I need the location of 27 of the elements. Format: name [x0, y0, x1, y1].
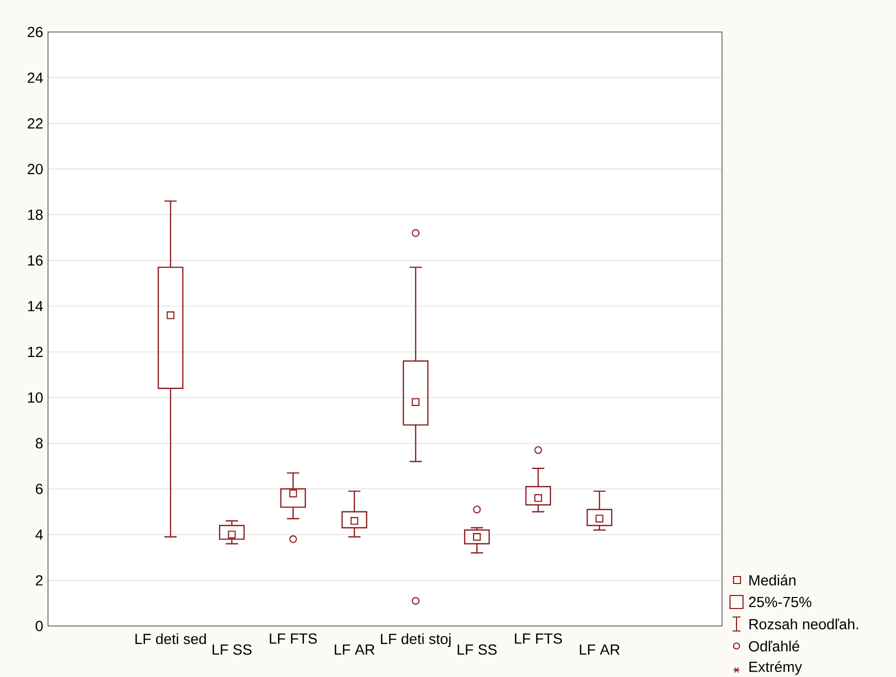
x-tick-label: LF AR — [580, 644, 620, 655]
y-tick-label: 6 — [36, 484, 43, 494]
x-tick-label: LF deti stoj — [380, 633, 451, 648]
y-tick-label: 4 — [35, 530, 43, 540]
text: Medián — [749, 574, 796, 586]
y-tick-label: 0 — [36, 620, 43, 632]
y-tick-label: 2 — [36, 575, 43, 586]
x-tick-label: LF SS — [212, 644, 252, 655]
y-tick-label: 22 — [28, 118, 43, 128]
x-tick-label: LF FTS — [270, 633, 317, 644]
x-tick-label: LF SS — [458, 644, 497, 655]
y-tick-label: 10 — [28, 392, 43, 403]
y-tick-label: 18 — [28, 210, 43, 220]
y-tick-label: 14 — [28, 301, 43, 312]
y-tick-label: 20 — [28, 164, 43, 174]
y-tick-label: 26 — [28, 26, 43, 38]
text: Odľahlé — [748, 640, 800, 652]
y-tick-label: 12 — [28, 346, 43, 357]
y-tick-label: 8 — [36, 438, 43, 448]
text: Rozsah neodľah. — [749, 618, 858, 630]
y-tick-label: 16 — [28, 255, 43, 266]
x-tick-label: LF deti sed — [135, 633, 206, 644]
text: 25%-75% — [749, 596, 812, 608]
y-tick-label: 24 — [28, 72, 43, 83]
x-tick-label: LF AR — [334, 644, 374, 655]
text: Extrémy — [749, 661, 802, 675]
x-tick-label: LF FTS — [514, 633, 562, 644]
